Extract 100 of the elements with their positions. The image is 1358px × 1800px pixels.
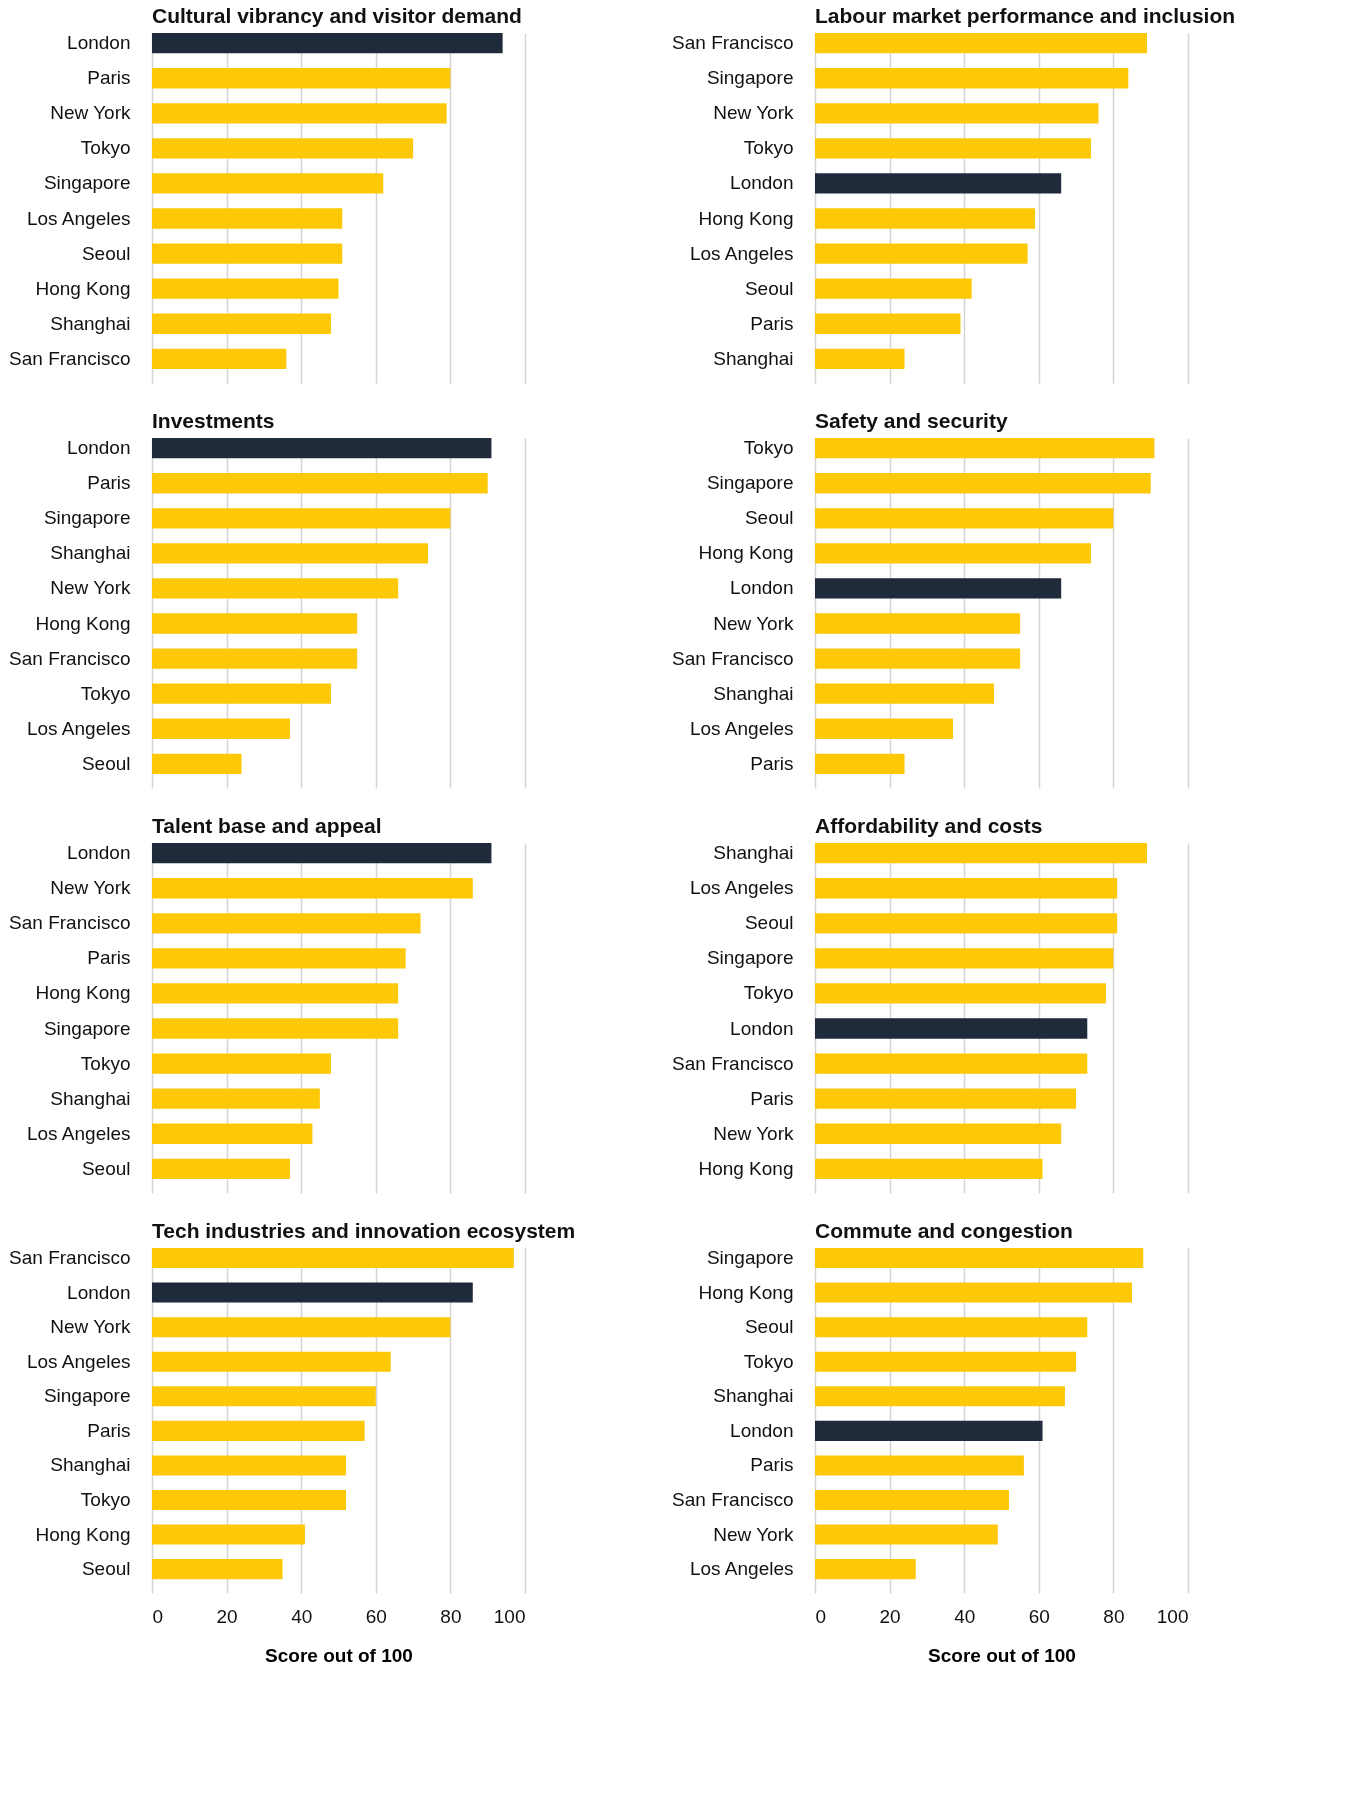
y-tick-label: San Francisco <box>9 912 131 934</box>
bar <box>152 543 429 564</box>
bar <box>815 438 1155 459</box>
x-tick-label: 0 <box>152 1605 164 1627</box>
y-tick-label: Seoul <box>81 1157 131 1179</box>
y-tick-label: New York <box>713 1122 794 1144</box>
y-tick-label: San Francisco <box>672 1489 794 1511</box>
y-tick-label: San Francisco <box>9 1247 131 1269</box>
x-tick-label: 100 <box>493 1605 526 1627</box>
y-tick-label: Los Angeles <box>26 207 131 229</box>
bar <box>815 1053 1088 1074</box>
y-tick-label: Hong Kong <box>698 1281 794 1303</box>
bar <box>152 913 421 934</box>
bar <box>815 753 905 774</box>
bar <box>152 208 343 229</box>
bar <box>815 243 1028 264</box>
y-tick-label: Singapore <box>706 1247 794 1269</box>
y-tick-label: Los Angeles <box>689 242 794 264</box>
y-tick-label: Los Angeles <box>26 1350 131 1372</box>
y-tick-label: Singapore <box>706 472 794 494</box>
y-tick-label: Shanghai <box>50 1087 131 1109</box>
x-tick-label: 80 <box>1103 1605 1125 1627</box>
y-tick-label: New York <box>50 877 131 899</box>
bar <box>815 948 1114 969</box>
chart-title: Labour market performance and inclusion <box>815 4 1236 27</box>
y-tick-label: Shanghai <box>50 312 131 334</box>
y-tick-label: Shanghai <box>713 347 794 369</box>
y-tick-label: Los Angeles <box>689 877 794 899</box>
y-tick-label: Paris <box>750 1454 794 1476</box>
x-tick-label: 0 <box>815 1605 827 1627</box>
bar <box>152 348 287 369</box>
bar <box>152 103 447 124</box>
bar <box>815 138 1092 159</box>
bar <box>815 348 905 369</box>
bar <box>815 543 1092 564</box>
y-tick-label: London <box>730 577 794 599</box>
bar <box>152 578 399 599</box>
bar <box>152 173 384 194</box>
x-tick-label: 60 <box>365 1605 387 1627</box>
y-tick-label: Seoul <box>81 242 131 264</box>
y-tick-label: Hong Kong <box>35 277 131 299</box>
y-tick-label: Tokyo <box>80 1052 131 1074</box>
y-tick-label: Hong Kong <box>35 612 131 634</box>
y-tick-label: London <box>67 1281 131 1303</box>
y-tick-label: Tokyo <box>743 1350 794 1372</box>
bar <box>152 243 343 264</box>
y-tick-label: Singapore <box>43 1385 131 1407</box>
y-tick-label: Seoul <box>81 752 131 774</box>
y-tick-label: Seoul <box>744 507 794 529</box>
bar <box>152 1158 291 1179</box>
bar <box>152 68 451 89</box>
y-tick-label: Tokyo <box>80 137 131 159</box>
y-tick-label: Paris <box>87 472 131 494</box>
x-tick-label: 100 <box>1156 1605 1189 1627</box>
bar <box>152 473 488 494</box>
y-tick-label: Tokyo <box>743 982 794 1004</box>
bar <box>152 613 358 634</box>
x-tick-label: 60 <box>1028 1605 1050 1627</box>
y-tick-label: Singapore <box>706 947 794 969</box>
bar <box>152 983 399 1004</box>
y-tick-label: Tokyo <box>80 1489 131 1511</box>
y-tick-label: San Francisco <box>672 647 794 669</box>
y-tick-label: New York <box>713 612 794 634</box>
x-tick-label: 40 <box>954 1605 976 1627</box>
y-tick-label: Singapore <box>43 172 131 194</box>
bar <box>815 983 1106 1004</box>
y-tick-label: Los Angeles <box>689 717 794 739</box>
y-tick-label: Paris <box>87 1419 131 1441</box>
y-tick-label: Tokyo <box>743 437 794 459</box>
chart-title: Commute and congestion <box>815 1219 1073 1242</box>
chart-title: Investments <box>152 409 275 432</box>
y-tick-label: Shanghai <box>713 682 794 704</box>
bar <box>152 278 339 299</box>
y-tick-label: Shanghai <box>50 1454 131 1476</box>
y-tick-label: Seoul <box>744 912 794 934</box>
y-tick-label: Shanghai <box>713 1385 794 1407</box>
bar <box>815 33 1147 54</box>
y-tick-label: Tokyo <box>743 137 794 159</box>
y-tick-label: New York <box>50 1316 131 1338</box>
bar <box>815 648 1021 669</box>
y-tick-label: Shanghai <box>50 542 131 564</box>
y-tick-label: Hong Kong <box>698 207 794 229</box>
chart-title: Talent base and appeal <box>152 814 382 837</box>
bar <box>815 208 1036 229</box>
bar <box>815 843 1147 864</box>
y-tick-label: Shanghai <box>713 842 794 864</box>
y-tick-label: San Francisco <box>672 32 794 54</box>
y-tick-label: London <box>730 1017 794 1039</box>
y-tick-label: Seoul <box>744 1316 794 1338</box>
bar <box>815 473 1151 494</box>
bar <box>815 278 972 299</box>
x-tick-label: 40 <box>291 1605 313 1627</box>
y-tick-label: Hong Kong <box>35 982 131 1004</box>
y-tick-label: San Francisco <box>672 1052 794 1074</box>
bar <box>815 68 1129 89</box>
y-tick-label: Paris <box>750 752 794 774</box>
y-tick-label: Los Angeles <box>26 717 131 739</box>
y-tick-label: London <box>67 842 131 864</box>
bar <box>152 313 332 334</box>
y-tick-label: Paris <box>87 947 131 969</box>
